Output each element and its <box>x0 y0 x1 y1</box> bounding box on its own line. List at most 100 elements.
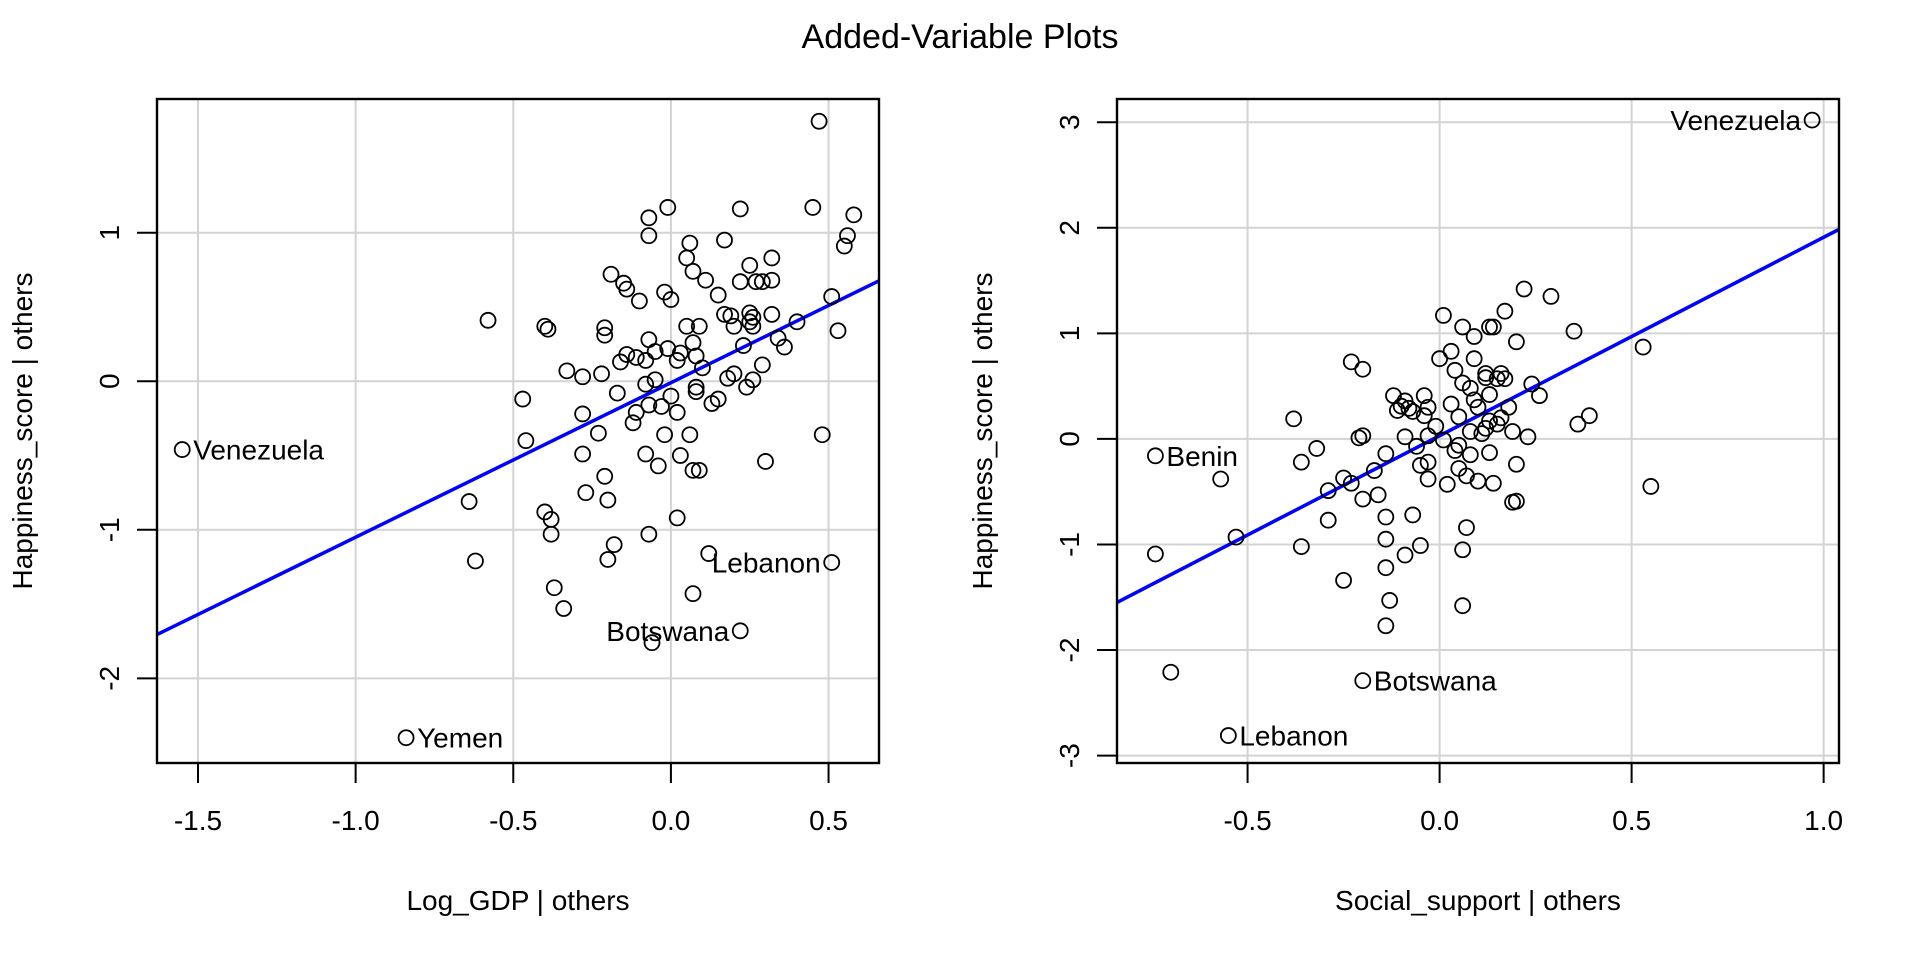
data-point <box>687 378 705 396</box>
data-point <box>839 227 856 245</box>
data-point <box>627 349 645 366</box>
data-point <box>514 390 532 408</box>
data-point <box>813 426 831 444</box>
plot-frame <box>1115 97 1841 765</box>
data-point <box>1319 511 1337 529</box>
x-tick-label: 0.0 <box>651 805 690 836</box>
data-point <box>810 112 828 130</box>
data-point <box>753 356 771 374</box>
data-point <box>1481 444 1498 462</box>
data-point <box>640 227 658 245</box>
data-point <box>653 398 670 415</box>
data-point <box>668 404 686 421</box>
data-point <box>612 353 629 371</box>
data-point <box>1411 537 1429 554</box>
data-point <box>1454 318 1472 336</box>
data-point <box>1377 445 1395 463</box>
data-point <box>1377 508 1395 526</box>
data-point <box>630 292 648 310</box>
data-point <box>1580 407 1598 425</box>
y-tick-label: -1 <box>94 517 125 542</box>
data-point <box>545 579 563 597</box>
data-point <box>593 365 610 383</box>
data-point-labeled <box>173 441 191 458</box>
data-point <box>656 426 674 444</box>
point-label: Venezuela <box>1670 105 1801 136</box>
data-point-labeled <box>823 554 841 571</box>
data-point <box>640 525 658 543</box>
data-point <box>823 288 841 305</box>
data-point <box>684 461 702 479</box>
data-point <box>1419 453 1437 471</box>
data-point <box>1147 545 1164 563</box>
x-tick-label: 0.5 <box>809 805 848 836</box>
data-point <box>577 484 595 502</box>
data-point <box>1461 423 1479 440</box>
data-point <box>589 424 607 442</box>
data-point <box>1442 342 1460 360</box>
data-point <box>479 311 497 329</box>
data-point <box>662 387 680 405</box>
data-point <box>517 432 535 450</box>
data-point <box>1484 318 1502 336</box>
data-point <box>697 271 714 289</box>
data-point <box>1481 386 1498 403</box>
data-point <box>731 200 749 218</box>
data-point <box>671 447 689 464</box>
data-point <box>1377 530 1395 548</box>
data-point <box>1419 398 1437 416</box>
data-point <box>1531 387 1548 405</box>
data-point <box>1515 280 1533 298</box>
panel-log-gdp: Venezuela Yemen Lebanon Botswana -1.5 -1.0 -0.… <box>7 97 881 916</box>
data-point <box>788 313 806 331</box>
data-point-labeled <box>397 729 415 747</box>
data-point <box>1354 360 1372 378</box>
data-point <box>716 305 733 323</box>
data-point <box>656 283 674 301</box>
data-point <box>637 375 655 393</box>
data-point <box>1565 322 1583 340</box>
data-point <box>1461 379 1479 397</box>
data-point-labeled <box>1803 111 1821 129</box>
chart-title: Added-Variable Plots <box>802 18 1119 56</box>
data-point <box>1519 428 1537 446</box>
data-point <box>646 343 664 360</box>
data-point <box>763 305 781 323</box>
data-point <box>539 320 557 338</box>
data-point <box>536 317 554 335</box>
y-tick-label: 0 <box>1054 431 1085 447</box>
data-point <box>1404 506 1422 524</box>
x-tick-label: 0.5 <box>1612 805 1651 836</box>
data-point <box>596 319 614 337</box>
data-point <box>1465 350 1483 368</box>
data-point <box>637 445 655 463</box>
data-point <box>608 384 626 402</box>
data-point <box>1396 546 1414 564</box>
data-point-labeled <box>1147 447 1164 465</box>
data-point <box>1442 395 1460 413</box>
data-point <box>1435 307 1452 324</box>
data-point <box>668 509 686 527</box>
x-axis-label: Social_support | others <box>1335 885 1621 916</box>
data-point <box>829 322 847 340</box>
data-point <box>558 362 576 380</box>
y-tick-label: 0 <box>94 373 125 389</box>
data-point <box>835 237 853 255</box>
data-point <box>1369 486 1387 504</box>
data-point <box>1227 528 1245 546</box>
data-point <box>637 352 655 369</box>
data-point <box>725 317 743 335</box>
data-point <box>599 551 617 568</box>
data-point <box>1500 398 1518 416</box>
data-point <box>1354 490 1372 508</box>
x-axis-label: Log_GDP | others <box>406 885 629 916</box>
regression-line <box>1117 227 1839 605</box>
data-point <box>1408 437 1425 455</box>
data-point <box>1431 350 1448 368</box>
data-point <box>1377 617 1395 635</box>
data-point <box>1477 419 1495 437</box>
data-point <box>1465 391 1483 409</box>
data-point <box>1446 442 1464 459</box>
data-point <box>574 405 592 423</box>
data-point <box>618 280 636 298</box>
